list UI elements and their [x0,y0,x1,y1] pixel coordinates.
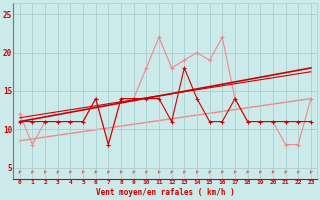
X-axis label: Vent moyen/en rafales ( km/h ): Vent moyen/en rafales ( km/h ) [96,188,235,197]
